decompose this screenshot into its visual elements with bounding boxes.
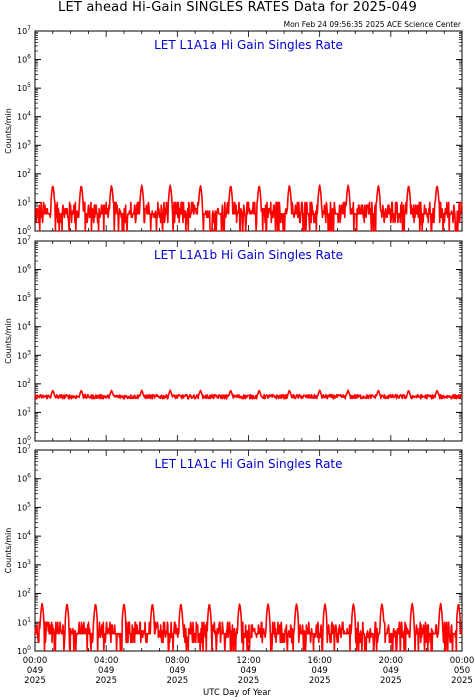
y-tick-label: 102 <box>17 378 31 389</box>
x-tick-label: 00:00 <box>450 656 475 666</box>
x-tick-label: 049 <box>98 666 114 676</box>
page-title: LET ahead Hi-Gain SINGLES RATES Data for… <box>58 0 417 15</box>
y-tick-label: 105 <box>17 292 31 303</box>
generation-timestamp: Mon Feb 24 09:56:35 2025 ACE Science Cen… <box>283 20 461 29</box>
x-tick-label: 049 <box>240 666 256 676</box>
y-tick-label: 103 <box>17 349 31 360</box>
x-tick-label: 04:00 <box>94 656 119 666</box>
y-tick-label: 100 <box>17 645 31 656</box>
y-tick-label: 102 <box>17 168 31 179</box>
y-tick-label: 100 <box>17 435 31 446</box>
y-tick-label: 103 <box>17 559 31 570</box>
y-axis-label: Counts/min <box>4 318 13 364</box>
y-tick-label: 107 <box>17 25 31 36</box>
x-tick-label: 20:00 <box>379 656 404 666</box>
x-tick-label: 2025 <box>309 676 331 686</box>
series-line <box>34 184 463 232</box>
y-tick-label: 102 <box>17 588 31 599</box>
x-tick-label: 2025 <box>380 676 402 686</box>
x-tick-label: 2025 <box>167 676 189 686</box>
y-tick-label: 107 <box>17 444 31 455</box>
panel-title: LET L1A1a Hi Gain Singles Rate <box>154 38 343 52</box>
x-tick-label: 12:00 <box>236 656 261 666</box>
y-tick-label: 101 <box>17 616 31 627</box>
y-tick-label: 107 <box>17 235 31 246</box>
x-tick-label: 16:00 <box>307 656 332 666</box>
y-tick-label: 100 <box>17 225 31 236</box>
x-tick-label: 049 <box>312 666 328 676</box>
y-tick-label: 103 <box>17 139 31 150</box>
panel-title: LET L1A1c Hi Gain Singles Rate <box>154 457 342 471</box>
y-tick-label: 101 <box>17 406 31 417</box>
series-line <box>34 602 463 652</box>
y-tick-label: 101 <box>17 196 31 207</box>
x-tick-label: 2025 <box>95 676 117 686</box>
y-tick-label: 104 <box>17 111 31 122</box>
x-tick-label: 049 <box>383 666 399 676</box>
y-tick-label: 105 <box>17 501 31 512</box>
y-tick-label: 104 <box>17 530 31 541</box>
x-tick-label: 049 <box>27 666 43 676</box>
x-tick-label: 2025 <box>238 676 260 686</box>
x-tick-label: 08:00 <box>165 656 190 666</box>
y-tick-label: 104 <box>17 321 31 332</box>
x-tick-label: 050 <box>454 666 470 676</box>
y-tick-label: 106 <box>17 473 31 484</box>
y-tick-label: 106 <box>17 54 31 65</box>
x-tick-label: 00:00 <box>23 656 48 666</box>
x-tick-label: 049 <box>169 666 185 676</box>
panel-frame <box>34 449 463 652</box>
x-tick-label: 2025 <box>24 676 46 686</box>
y-tick-label: 105 <box>17 82 31 93</box>
y-axis-label: Counts/min <box>4 108 13 154</box>
series-line <box>34 389 463 400</box>
y-axis-label: Counts/min <box>4 528 13 574</box>
x-axis-label: UTC Day of Year <box>203 688 271 698</box>
panel-title: LET L1A1b Hi Gain Singles Rate <box>154 248 343 262</box>
panel-frame <box>34 30 463 232</box>
y-tick-label: 106 <box>17 264 31 275</box>
panel-frame <box>34 240 463 442</box>
x-tick-label: 2025 <box>451 676 473 686</box>
